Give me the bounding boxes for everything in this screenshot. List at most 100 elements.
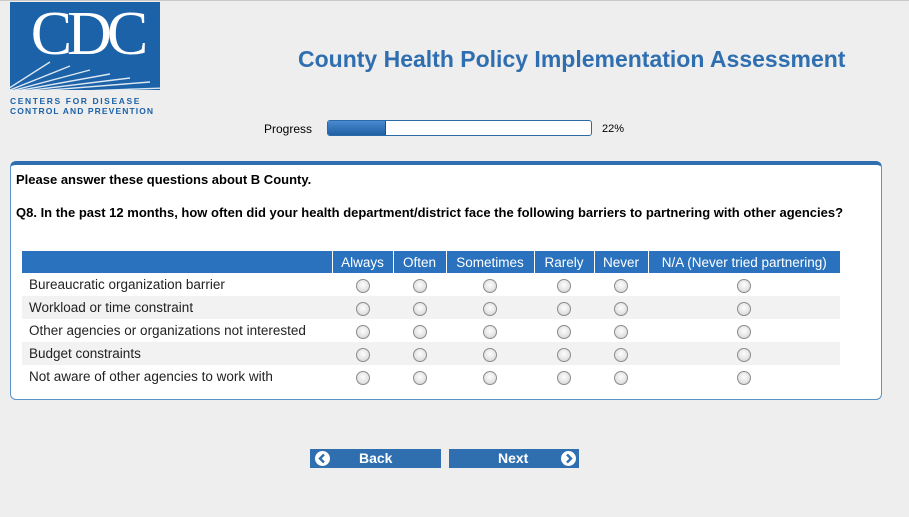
question-text: Q8. In the past 12 months, how often did… [16, 205, 844, 220]
radio-button[interactable] [737, 301, 751, 316]
next-button[interactable]: Next [449, 449, 579, 468]
progress-label: Progress [264, 122, 313, 136]
radio-button[interactable] [355, 301, 370, 316]
table-row: Bureaucratic organization barrier [22, 273, 840, 296]
logo-line-2: CONTROL AND PREVENTION [10, 106, 155, 116]
radio-cell [648, 296, 840, 319]
radio-cell [534, 342, 594, 365]
logo-letters: CDC [30, 2, 148, 68]
next-button-label: Next [498, 450, 529, 466]
radio-cell [332, 273, 393, 296]
row-label: Workload or time constraint [22, 296, 332, 319]
radio-button[interactable] [412, 370, 427, 385]
radio-button[interactable] [557, 278, 571, 293]
radio-button[interactable] [557, 324, 571, 339]
radio-cell [446, 365, 534, 388]
logo-line-1: CENTERS FOR DISEASE [10, 96, 141, 106]
radio-button[interactable] [412, 347, 427, 362]
radio-button[interactable] [737, 278, 751, 293]
radio-cell [446, 296, 534, 319]
radio-button[interactable] [483, 324, 497, 339]
radio-button[interactable] [614, 370, 628, 385]
radio-button[interactable] [614, 278, 628, 293]
logo-rays-graphic [10, 61, 160, 90]
radio-button[interactable] [557, 370, 571, 385]
column-never: Never [593, 251, 648, 273]
radio-button[interactable] [614, 324, 628, 339]
radio-button[interactable] [412, 301, 427, 316]
radio-button[interactable] [737, 324, 751, 339]
radio-cell [648, 342, 840, 365]
radio-cell [393, 365, 446, 388]
radio-cell [332, 342, 393, 365]
cdc-logo-box: CDC [10, 2, 160, 90]
radio-cell [446, 342, 534, 365]
radio-cell [648, 319, 840, 342]
radio-cell [534, 319, 594, 342]
back-button-label: Back [359, 450, 393, 466]
row-label: Budget constraints [22, 342, 332, 365]
table-row: Other agencies or organizations not inte… [22, 319, 840, 342]
grid-header-blank [22, 251, 332, 273]
progress-bar-fill [328, 121, 386, 135]
row-label: Other agencies or organizations not inte… [22, 319, 332, 342]
column-rarely: Rarely [533, 251, 594, 273]
radio-cell [332, 296, 393, 319]
radio-cell [534, 365, 594, 388]
radio-cell [594, 273, 648, 296]
column-often: Often [392, 251, 446, 273]
radio-button[interactable] [483, 370, 497, 385]
radio-button[interactable] [355, 347, 370, 362]
survey-intro: Please answer these questions about B Co… [16, 172, 312, 187]
radio-cell [393, 319, 446, 342]
radio-cell [446, 319, 534, 342]
grid-header-row: Always Often Sometimes Rarely Never N/A … [22, 251, 840, 273]
chevron-left-circle-icon [315, 451, 330, 466]
radio-button[interactable] [557, 301, 571, 316]
radio-button[interactable] [412, 324, 427, 339]
radio-button[interactable] [557, 347, 571, 362]
response-grid: Always Often Sometimes Rarely Never N/A … [22, 251, 840, 388]
table-row: Workload or time constraint [22, 296, 840, 319]
page-title: County Health Policy Implementation Asse… [298, 46, 846, 72]
row-label: Not aware of other agencies to work with [22, 365, 332, 388]
chevron-right-circle-icon [561, 451, 576, 466]
radio-cell [332, 319, 393, 342]
radio-cell [393, 342, 446, 365]
row-label: Bureaucratic organization barrier [22, 273, 332, 296]
table-row: Budget constraints [22, 342, 840, 365]
radio-button[interactable] [737, 370, 751, 385]
column-na: N/A (Never tried partnering) [647, 251, 840, 273]
radio-cell [534, 273, 594, 296]
radio-cell [594, 342, 648, 365]
radio-cell [594, 319, 648, 342]
column-sometimes: Sometimes [445, 251, 534, 273]
cdc-logo: CDC CENTERS FOR DISEASE CONTROL AND PREV… [10, 2, 162, 118]
radio-cell [332, 365, 393, 388]
back-button[interactable]: Back [310, 449, 441, 468]
radio-button[interactable] [483, 347, 497, 362]
radio-button[interactable] [355, 278, 370, 293]
radio-cell [393, 296, 446, 319]
radio-cell [446, 273, 534, 296]
radio-button[interactable] [355, 370, 370, 385]
column-always: Always [331, 251, 393, 273]
question-card: Please answer these questions about B Co… [10, 161, 882, 400]
radio-button[interactable] [614, 301, 628, 316]
top-border [0, 0, 909, 1]
progress-bar [327, 120, 592, 136]
radio-button[interactable] [412, 278, 427, 293]
radio-button[interactable] [355, 324, 370, 339]
radio-button[interactable] [483, 301, 497, 316]
radio-cell [648, 365, 840, 388]
radio-cell [594, 296, 648, 319]
radio-cell [534, 296, 594, 319]
radio-button[interactable] [483, 278, 497, 293]
radio-cell [648, 273, 840, 296]
radio-button[interactable] [614, 347, 628, 362]
radio-cell [594, 365, 648, 388]
progress-percent: 22% [602, 123, 625, 135]
radio-cell [393, 273, 446, 296]
table-row: Not aware of other agencies to work with [22, 365, 840, 388]
radio-button[interactable] [737, 347, 751, 362]
